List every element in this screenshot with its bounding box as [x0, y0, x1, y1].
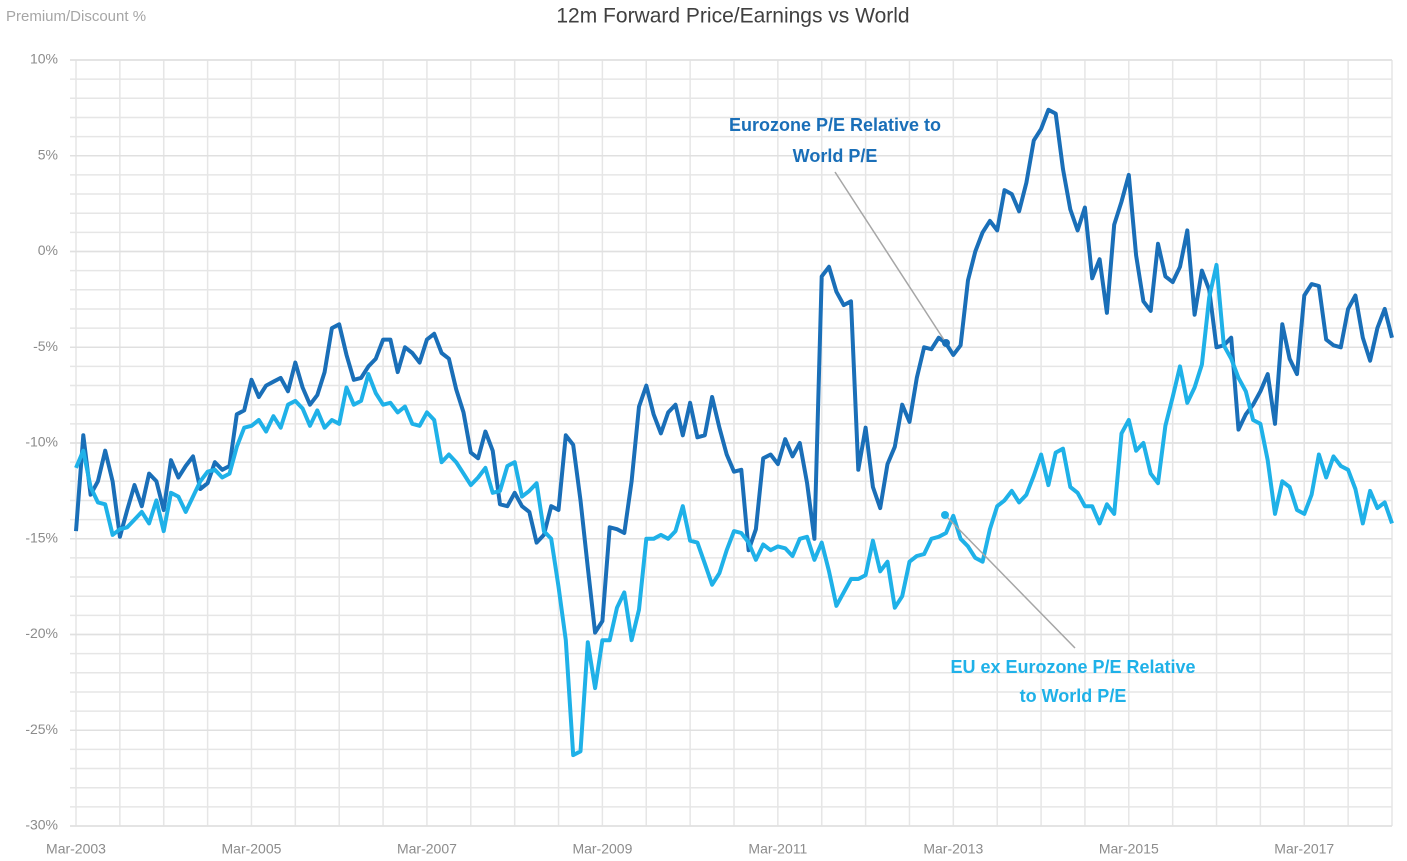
y-tick-label: -5%: [33, 338, 58, 354]
y-tick-label: 5%: [38, 146, 58, 162]
x-tick-label: Mar-2011: [748, 841, 807, 857]
leader-dot: [941, 511, 949, 519]
leader-line: [944, 514, 1076, 649]
x-tick-label: Mar-2003: [46, 841, 106, 857]
y-tick-label: -20%: [25, 625, 58, 641]
x-tick-label: Mar-2009: [572, 841, 632, 857]
annotation: World P/E: [793, 146, 878, 166]
series-line: [74, 107, 1394, 635]
x-tick-label: Mar-2015: [1099, 841, 1159, 857]
y-tick-label: 0%: [38, 242, 58, 258]
leader-dot: [942, 339, 950, 347]
x-tick-label: Mar-2007: [397, 841, 457, 857]
x-tick-label: Mar-2005: [222, 841, 282, 857]
y-tick-label: -10%: [25, 434, 58, 450]
annotation: Eurozone P/E Relative to: [729, 115, 941, 135]
y-tick-label: -25%: [25, 721, 58, 737]
annotation: to World P/E: [1020, 686, 1127, 706]
leader-line: [834, 171, 947, 344]
y-tick-label: -30%: [25, 817, 58, 833]
y-axis-title: Premium/Discount %: [6, 8, 146, 25]
y-tick-label: 10%: [30, 51, 58, 67]
y-tick-label: -15%: [25, 529, 58, 545]
x-tick-label: Mar-2017: [1274, 841, 1334, 857]
x-tick-label: Mar-2013: [923, 841, 983, 857]
series-line: [74, 262, 1394, 758]
annotation: EU ex Eurozone P/E Relative: [950, 657, 1195, 677]
chart-title: 12m Forward Price/Earnings vs World: [556, 5, 909, 28]
